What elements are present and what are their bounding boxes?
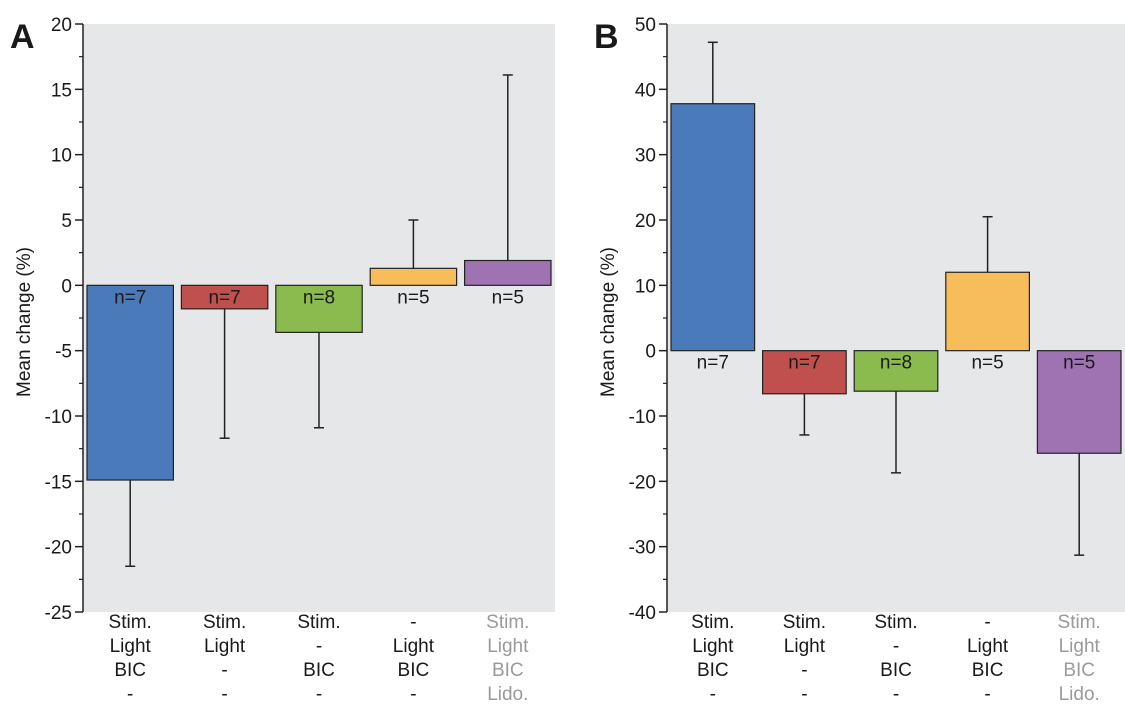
condition-label: -	[410, 612, 416, 633]
condition-label: Light	[487, 636, 529, 657]
condition-label: -	[893, 684, 899, 705]
y-axis-title-a: Mean change (%)	[14, 247, 35, 397]
bar-4	[369, 267, 458, 286]
y-tick-label: 20	[51, 15, 72, 36]
n-label: n=7	[114, 287, 146, 308]
panel-a: A Mean change (%) -25 -20 -15 -10 -5 0 5 10 15 20…	[10, 15, 555, 705]
condition-label: BIC	[114, 660, 146, 681]
y-axis-title-b: Mean change (%)	[598, 247, 619, 397]
y-tick-label: -10	[629, 407, 656, 428]
y-tick-label: -5	[55, 342, 72, 363]
n-label: n=5	[397, 287, 429, 308]
condition-label: -	[984, 612, 990, 633]
condition-label: -	[221, 684, 227, 705]
y-tick-label: -25	[45, 603, 72, 624]
condition-label: -	[316, 636, 322, 657]
y-tick-label: -20	[45, 538, 72, 559]
bar-1	[670, 103, 756, 352]
y-tick-label: -20	[629, 472, 656, 493]
y-tick-label: 0	[645, 342, 656, 363]
condition-label: -	[410, 684, 416, 705]
condition-label: Light	[967, 636, 1009, 657]
n-label: n=5	[1063, 353, 1095, 374]
y-tick-label: -10	[45, 407, 72, 428]
condition-label: Light	[110, 636, 152, 657]
condition-label: Light	[1059, 636, 1101, 657]
n-label: n=7	[697, 353, 729, 374]
n-label: n=8	[880, 353, 912, 374]
y-tick-label: 20	[635, 211, 656, 232]
bar-3	[275, 284, 363, 333]
panel-b: B Mean change (%) -40 -30 -20 -10 0 10 20 30 40 5…	[594, 15, 1125, 705]
condition-label: Stim.	[874, 612, 917, 633]
condition-label: Lido.	[1059, 684, 1100, 705]
y-tick-label: 15	[51, 80, 72, 101]
n-label: n=7	[208, 287, 240, 308]
y-tick-label: 40	[635, 80, 656, 101]
condition-label: BIC	[303, 660, 335, 681]
n-label: n=7	[788, 353, 820, 374]
y-tick-label: -40	[629, 603, 656, 624]
n-label: n=5	[492, 287, 524, 308]
bar-5	[464, 259, 552, 286]
bar-2	[180, 284, 269, 310]
condition-label: BIC	[398, 660, 430, 681]
y-tick-label: 50	[635, 15, 656, 36]
condition-label: Stim.	[297, 612, 340, 633]
y-tick-label: 0	[61, 276, 72, 297]
condition-label: BIC	[880, 660, 912, 681]
n-label: n=8	[303, 287, 335, 308]
condition-label: Light	[393, 636, 435, 657]
condition-label: -	[221, 660, 227, 681]
panel-letter-b: B	[594, 18, 619, 56]
condition-label: Stim.	[109, 612, 152, 633]
condition-label: Lido.	[487, 684, 528, 705]
y-tick-label: -30	[629, 538, 656, 559]
condition-label: Stim.	[486, 612, 529, 633]
y-tick-label: 10	[635, 276, 656, 297]
condition-label: -	[801, 660, 807, 681]
bar-1	[86, 284, 175, 481]
condition-label: -	[801, 684, 807, 705]
bar-2	[761, 350, 847, 395]
condition-label: Stim.	[1058, 612, 1101, 633]
panel-letter-a: A	[10, 18, 35, 56]
n-label: n=5	[971, 353, 1003, 374]
y-tick-label: 5	[61, 211, 72, 232]
condition-label: Light	[784, 636, 826, 657]
condition-label: Stim.	[203, 612, 246, 633]
bar-5	[1036, 350, 1122, 454]
bar-3	[853, 350, 939, 392]
bar-4	[945, 271, 1030, 352]
condition-label: Stim.	[691, 612, 734, 633]
condition-label: BIC	[697, 660, 729, 681]
condition-label: -	[893, 636, 899, 657]
y-tick-label: -15	[45, 472, 72, 493]
condition-label: -	[127, 684, 133, 705]
condition-label: BIC	[492, 660, 524, 681]
condition-label: -	[316, 684, 322, 705]
y-tick-label: 30	[635, 146, 656, 167]
condition-label: -	[710, 684, 716, 705]
condition-label: -	[984, 684, 990, 705]
condition-label: Light	[204, 636, 246, 657]
condition-label: Stim.	[783, 612, 826, 633]
condition-label: BIC	[972, 660, 1004, 681]
y-tick-label: 10	[51, 146, 72, 167]
condition-label: BIC	[1063, 660, 1095, 681]
condition-label: Light	[692, 636, 734, 657]
